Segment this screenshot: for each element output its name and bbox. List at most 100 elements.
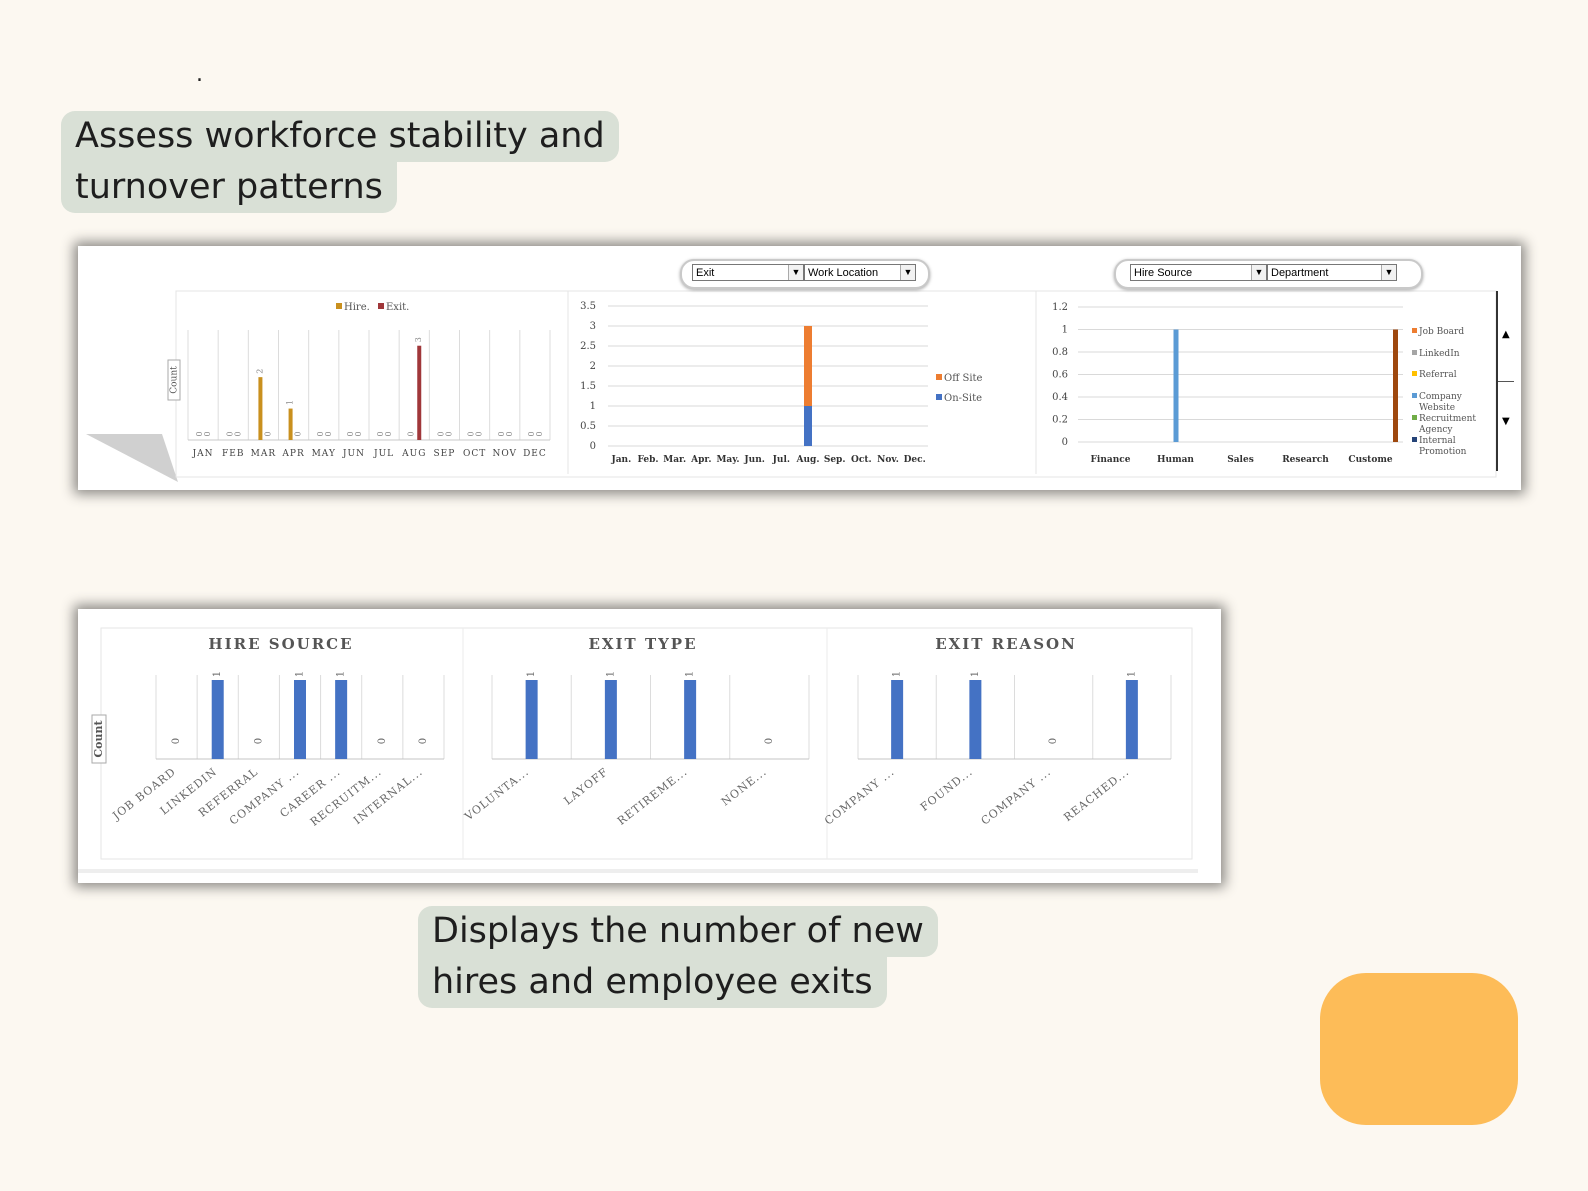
data-label: 0: [418, 738, 429, 744]
caption-top-line-2: turnover patterns: [61, 162, 397, 213]
tick-label: Jan.: [610, 455, 631, 465]
tick-label: DEC: [523, 449, 547, 459]
y-tick-label: 2: [590, 361, 596, 372]
data-label: 0: [475, 431, 484, 436]
data-label: 0: [316, 431, 325, 436]
legend-label: Company Website: [1419, 392, 1463, 413]
y-tick-label: 0.4: [1052, 392, 1068, 403]
y-tick-label: 1: [590, 401, 596, 412]
data-label: 0: [505, 431, 514, 436]
data-label: 1: [295, 671, 306, 677]
data-label: 0: [203, 431, 212, 436]
tick-label: Sales: [1227, 455, 1254, 465]
department-select[interactable]: Department ▼: [1267, 264, 1397, 281]
hire-source-select-value: Hire Source: [1134, 267, 1193, 279]
data-label: 3: [414, 337, 423, 342]
data-label: 1: [970, 671, 981, 677]
data-label: 1: [212, 671, 223, 677]
data-label: 0: [497, 431, 506, 436]
data-label: 0: [406, 431, 415, 436]
tick-label: MAY: [312, 449, 336, 459]
data-label: 0: [444, 431, 453, 436]
tick-label: Nov.: [877, 455, 899, 465]
ylabel-box: [167, 359, 181, 401]
bar: [604, 680, 617, 759]
data-label: 0: [195, 431, 204, 436]
bar: [1125, 680, 1138, 759]
tick-label: FEB: [222, 449, 244, 459]
y-tick-label: 1.5: [580, 381, 596, 392]
legend-swatch: [1412, 415, 1417, 420]
data-label: 1: [1126, 671, 1137, 677]
legend-label: Referral: [1419, 370, 1457, 380]
data-label: 0: [253, 738, 264, 744]
legend-label: Exit.: [386, 302, 409, 313]
y-tick-label: 0.8: [1052, 347, 1068, 358]
stray-dot: .: [196, 62, 203, 87]
data-label: 1: [685, 671, 696, 677]
tick-label: Finance: [1091, 455, 1131, 465]
legend-label: Job Board: [1418, 327, 1464, 337]
y-tick-label: 3.5: [580, 301, 596, 312]
filter-group-exit: Exit ▼ Work Location ▼: [680, 259, 930, 289]
caption-top-line-1: Assess workforce stability and: [61, 111, 619, 162]
caption-bottom-line-1: Displays the number of new: [418, 906, 938, 957]
tick-label: JUN: [342, 449, 365, 459]
data-label: 0: [535, 431, 544, 436]
tick-label: Dec.: [904, 455, 926, 465]
legend-scrollbar[interactable]: ▲ ▼: [1496, 291, 1514, 471]
exit-select[interactable]: Exit ▼: [692, 264, 804, 281]
bar: [684, 680, 697, 759]
tick-label: JAN: [192, 449, 214, 459]
legend-label: Recruitment Agency: [1418, 414, 1476, 435]
data-label: 0: [467, 431, 476, 436]
caption-top: Assess workforce stability and turnover …: [61, 111, 619, 213]
tick-label: MAR: [251, 449, 277, 459]
data-label: 0: [233, 431, 242, 436]
scroll-thumb[interactable]: [1498, 381, 1514, 382]
tick-label: OCT: [463, 449, 486, 459]
data-label: 1: [526, 671, 537, 677]
tick-label: Sep.: [824, 455, 846, 465]
legend-swatch: [336, 303, 342, 309]
chart-title: EXIT REASON: [935, 635, 1077, 653]
bar: [891, 680, 904, 759]
caption-bottom-line-2: hires and employee exits: [418, 957, 887, 1008]
bar: [1393, 329, 1398, 442]
scroll-up-icon[interactable]: ▲: [1502, 329, 1510, 340]
chevron-down-icon[interactable]: ▼: [1381, 265, 1396, 280]
tick-label: Jul.: [772, 455, 790, 465]
tick-label: Mar.: [663, 455, 686, 465]
hire-source-select[interactable]: Hire Source ▼: [1130, 264, 1267, 281]
bar: [1173, 329, 1179, 442]
tick-label: Research: [1282, 455, 1329, 465]
tick-label: SEP: [434, 449, 456, 459]
data-label: 1: [336, 671, 347, 677]
scroll-down-icon[interactable]: ▼: [1502, 416, 1510, 427]
tick-label: NOV: [492, 449, 517, 459]
legend-swatch: [1412, 328, 1417, 333]
y-axis-label: Count: [92, 719, 105, 757]
bar: [211, 680, 224, 759]
dashboard-bottom-panel: HIRE SOURCE 0 JOB BOARD 1 LINKEDIN 0 REFERRAL 1…: [78, 609, 1221, 883]
filter-group-hire: Hire Source ▼ Department ▼: [1114, 259, 1423, 289]
chevron-down-icon[interactable]: ▼: [900, 265, 915, 280]
chevron-down-icon[interactable]: ▼: [788, 265, 803, 280]
department-select-value: Department: [1271, 267, 1329, 279]
data-label: 0: [354, 431, 363, 436]
data-label: 0: [436, 431, 445, 436]
page-fold-shadow: [86, 434, 178, 482]
legend-label: LinkedIn: [1419, 349, 1460, 359]
location-select[interactable]: Work Location ▼: [804, 264, 916, 281]
chevron-down-icon[interactable]: ▼: [1251, 265, 1266, 280]
legend-label: Hire.: [344, 302, 370, 313]
y-tick-label: 0: [1062, 437, 1068, 448]
bar: [525, 680, 538, 759]
tick-label: Jun.: [743, 455, 764, 465]
tick-label: Apr.: [690, 455, 711, 465]
chart-title: HIRE SOURCE: [208, 635, 353, 653]
hire-source-by-department-chart: 0 0.2 0.4 0.6 0.8 1 1.2 Finance Human Sales Resear…: [1052, 302, 1476, 465]
location-select-value: Work Location: [808, 267, 879, 279]
legend-swatch: [1412, 350, 1417, 355]
